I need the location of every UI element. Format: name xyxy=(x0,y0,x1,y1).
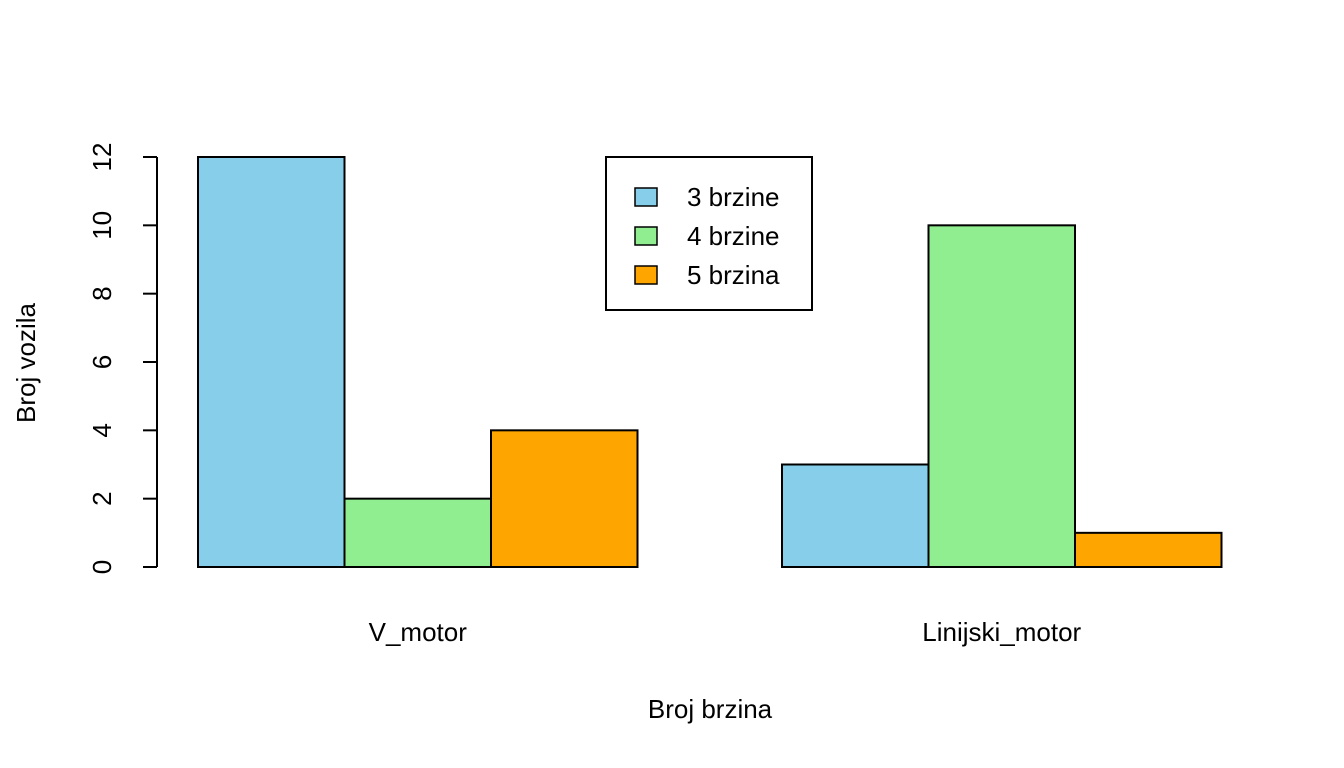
y-tick-label: 4 xyxy=(87,423,117,437)
y-tick-label: 0 xyxy=(87,560,117,574)
x-axis-title: Broj brzina xyxy=(648,694,773,724)
legend: 3 brzine 4 brzine 5 brzina xyxy=(605,156,813,311)
legend-label: 5 brzina xyxy=(687,260,780,290)
y-tick-label: 12 xyxy=(87,143,117,172)
bar-Linijski_motor-5-brzina xyxy=(1074,531,1223,568)
category-label: Linijski_motor xyxy=(922,617,1081,647)
legend-label: 3 brzine xyxy=(687,182,780,212)
x-axis-labels: V_motor Linijski_motor xyxy=(369,617,1082,647)
bar-V_motor-5-brzina xyxy=(490,429,639,569)
legend-label: 4 brzine xyxy=(687,221,780,251)
category-label: V_motor xyxy=(369,617,468,647)
y-tick-label: 6 xyxy=(87,355,117,369)
bar-V_motor-4-brzine xyxy=(343,497,492,568)
bar-Linijski_motor-3-brzine xyxy=(781,463,930,568)
y-axis-title: Broj vozila xyxy=(11,302,41,422)
y-tick-label: 2 xyxy=(87,491,117,505)
bar-V_motor-3-brzine xyxy=(197,156,346,568)
y-tick-label: 8 xyxy=(87,286,117,300)
y-tick-label: 10 xyxy=(87,211,117,240)
legend-swatch xyxy=(634,226,658,246)
y-axis: 0 2 4 6 8 10 12 xyxy=(87,143,158,574)
legend-swatch xyxy=(634,265,658,285)
bars-layer xyxy=(197,156,1223,569)
bar-Linijski_motor-4-brzine xyxy=(927,224,1076,568)
legend-swatch xyxy=(634,187,658,207)
